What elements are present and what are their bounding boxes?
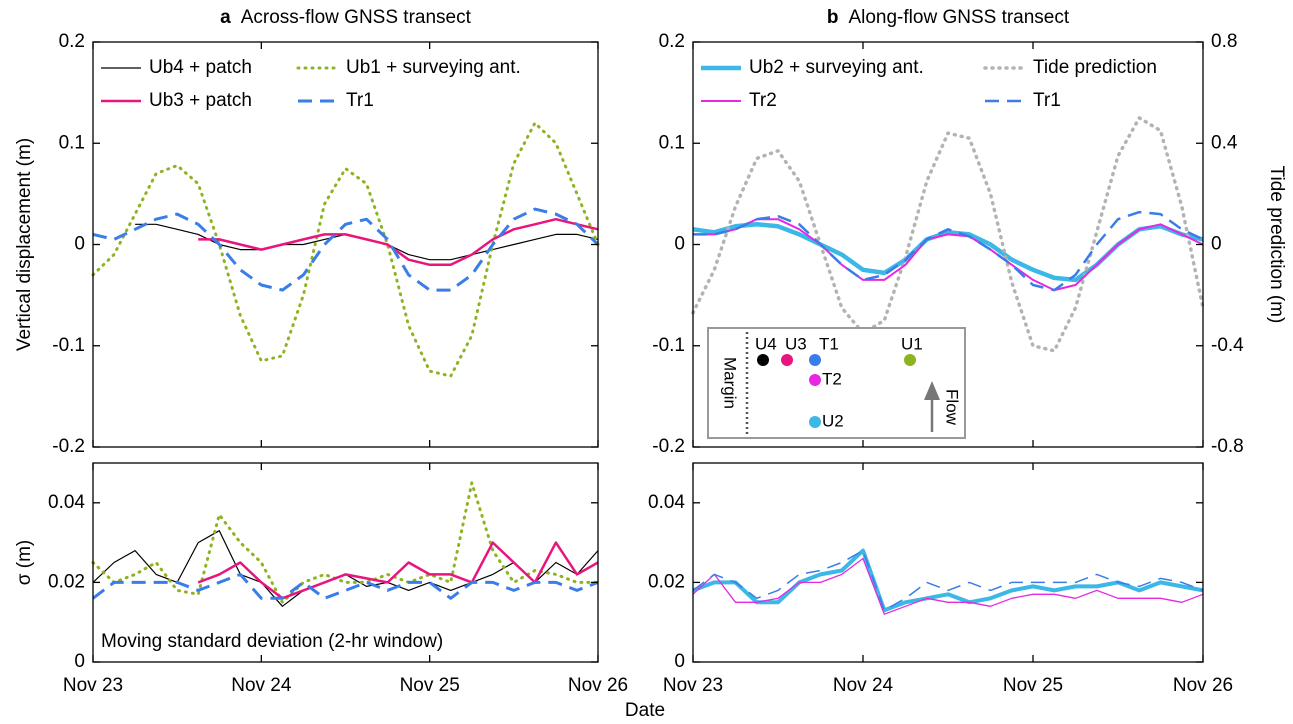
site-label: U1 [901, 334, 923, 353]
y-tick-label: 0.1 [659, 132, 685, 153]
title-text: Along-flow GNSS transect [848, 7, 1069, 28]
y-tick-label: 0.2 [659, 31, 685, 52]
site-dot [904, 354, 916, 366]
y-tick-label: -0.1 [652, 335, 685, 356]
panel: -0.2 -0.1 0 0.1 0.2 a Across-flow GNSS transec… [14, 7, 600, 457]
site-label: T2 [822, 369, 842, 388]
data-line [92, 572, 599, 600]
x-tick-label: Nov 25 [1003, 675, 1063, 696]
data-line [92, 530, 599, 607]
site-label: U2 [822, 411, 844, 430]
data-line [198, 217, 599, 267]
legend-label: Tr1 [1033, 90, 1061, 111]
data-line [691, 116, 1205, 353]
x-tick-label: Nov 24 [833, 675, 894, 696]
data-line [693, 218, 1204, 292]
data-line [92, 207, 600, 292]
site-dot [809, 354, 821, 366]
y-tick-label: -0.2 [52, 436, 85, 457]
inset-map: Margin U4 U3 T1 T2 U1 U2 Flow [707, 327, 966, 439]
legend-label: Tr2 [749, 90, 777, 111]
y-tick-label: 0 [74, 234, 85, 255]
panel-title: b Along-flow GNSS transect [827, 7, 1070, 28]
site-label: U4 [755, 334, 777, 353]
y2-axis-label: Tide prediction (m) [1266, 166, 1287, 324]
plot-frame [92, 462, 599, 663]
site-dot [757, 354, 769, 366]
y2-tick-label: -0.8 [1211, 436, 1244, 457]
x-tick-label: Nov 25 [400, 675, 460, 696]
panel-title: a Across-flow GNSS transect [220, 7, 471, 28]
panel-label: a [220, 7, 231, 28]
x-tick-label: Nov 26 [1173, 675, 1233, 696]
flow-label: Flow [943, 389, 962, 426]
data-line [692, 549, 1204, 612]
site-dot [781, 354, 793, 366]
data-line [91, 121, 600, 378]
x-tick-label: Nov 23 [663, 675, 723, 696]
legend-label: Tide prediction [1033, 57, 1157, 78]
y2-tick-label: 0 [1211, 234, 1222, 255]
y-tick-label: -0.1 [52, 335, 85, 356]
data-line [693, 210, 1204, 292]
data-line [91, 481, 600, 604]
panel: 0 0.02 0.04 Nov 23 Nov 24 Nov 25 Nov 26 σ (m) Mo… [14, 462, 628, 696]
y-tick-label: 0.1 [59, 132, 85, 153]
site-dot [809, 416, 821, 428]
legend-label: Ub4 + patch [149, 57, 252, 78]
legend-label: Ub2 + surveying ant. [749, 57, 924, 78]
y-tick-label: 0.02 [48, 571, 85, 592]
site-label: U3 [785, 334, 807, 353]
data-line [692, 548, 1204, 613]
x-tick-label: Nov 26 [568, 675, 628, 696]
y-axis-label: Vertical displacement (m) [14, 138, 35, 351]
site-label: T1 [819, 334, 839, 353]
y-tick-label: 0.04 [48, 492, 85, 513]
legend-label: Ub3 + patch [149, 90, 252, 111]
y-tick-label: 0 [74, 651, 85, 672]
site-dot [809, 374, 821, 386]
data-line [692, 557, 1204, 615]
panel: 0 0.02 0.04 Nov 23 Nov 24 Nov 25 Nov 26 [648, 462, 1233, 696]
y-tick-label: 0 [674, 234, 685, 255]
legend-label: Tr1 [346, 90, 374, 111]
margin-label: Margin [721, 357, 740, 409]
y-tick-label: 0.2 [59, 31, 85, 52]
data-line [692, 222, 1204, 283]
annotation: Moving standard deviation (2-hr window) [101, 631, 443, 652]
y2-tick-label: 0.4 [1211, 132, 1238, 153]
y-tick-label: 0 [674, 651, 685, 672]
inset-frame [707, 327, 966, 439]
x-tick-label: Nov 23 [63, 675, 123, 696]
flow-arrowhead [924, 381, 940, 400]
x-axis-label: Date [625, 700, 665, 721]
y2-tick-label: -0.4 [1211, 335, 1244, 356]
legend-label: Ub1 + surveying ant. [346, 57, 521, 78]
panel-label: b [827, 7, 839, 28]
y-axis-label: σ (m) [14, 540, 35, 586]
y-tick-label: -0.2 [652, 436, 685, 457]
panel: -0.2 -0.1 0 0.1 0.2 -0.8 -0.4 0 0.4 0.8 b Along-flo… [652, 7, 1287, 457]
y-tick-label: 0.02 [648, 571, 685, 592]
plot-frame [692, 462, 1204, 663]
title-text: Across-flow GNSS transect [241, 7, 472, 28]
data-line [197, 541, 599, 600]
y2-tick-label: 0.8 [1211, 31, 1237, 52]
y-tick-label: 0.04 [648, 492, 685, 513]
x-tick-label: Nov 24 [231, 675, 292, 696]
